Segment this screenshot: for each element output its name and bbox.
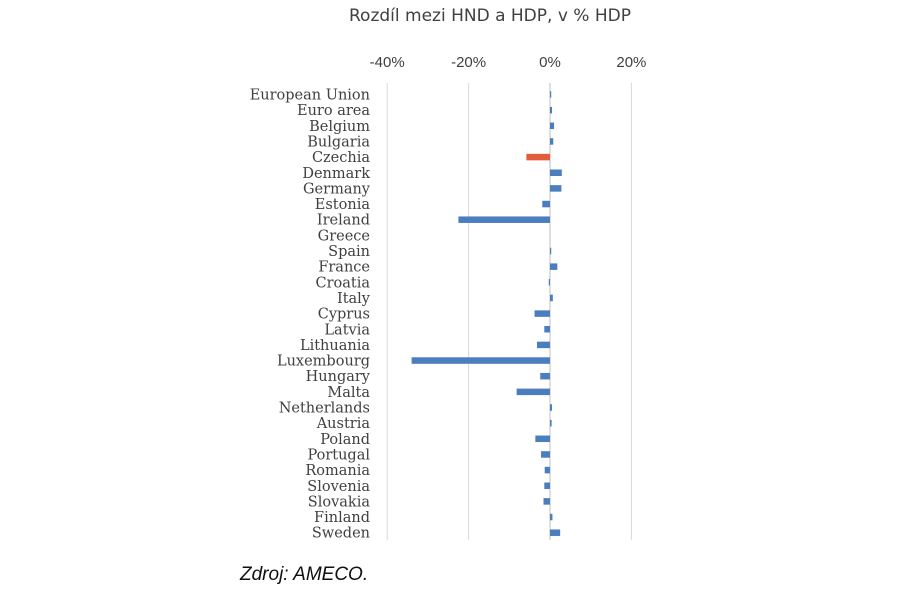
category-label: Estonia: [315, 197, 371, 213]
bar: [542, 200, 550, 208]
category-label: Luxembourg: [277, 354, 370, 370]
category-label: European Union: [250, 88, 370, 104]
category-label: Austria: [316, 416, 371, 432]
x-tick-label: 20%: [616, 54, 646, 71]
bar: [550, 106, 553, 114]
bar: [550, 169, 562, 176]
bar: [550, 138, 554, 145]
bar: [550, 404, 553, 411]
category-label: France: [318, 260, 370, 276]
bar: [550, 419, 552, 427]
bar: [550, 294, 553, 302]
category-label: Hungary: [306, 369, 371, 385]
bar: [543, 498, 550, 505]
category-label: Lithuania: [300, 338, 370, 354]
bar: [548, 279, 550, 286]
category-label: Slovakia: [308, 494, 371, 510]
x-tick-label: -40%: [370, 54, 405, 71]
bar: [535, 435, 550, 443]
bar: [541, 451, 550, 458]
bar: [550, 513, 553, 521]
category-label: Bulgaria: [307, 134, 370, 150]
bar: [550, 185, 562, 192]
x-tick-label: 0%: [539, 54, 561, 71]
bar: [526, 153, 550, 161]
category-label: Poland: [320, 432, 370, 448]
chart-title: Rozdíl mezi HND a HDP, v % HDP: [349, 6, 631, 26]
category-label: Italy: [337, 291, 371, 307]
bar: [540, 372, 550, 380]
category-label: Croatia: [315, 275, 370, 291]
bar: [544, 466, 550, 474]
category-label: Sweden: [312, 526, 370, 542]
category-label: Romania: [305, 463, 370, 479]
category-label: Ireland: [317, 213, 370, 229]
bar: [411, 357, 550, 364]
bar: [516, 388, 550, 396]
category-label: Latvia: [324, 322, 370, 338]
bar: [550, 263, 558, 270]
bar: [544, 326, 550, 333]
category-label: Spain: [328, 244, 370, 260]
bar: [550, 122, 555, 130]
category-label: Greece: [318, 228, 370, 244]
category-label: Slovenia: [307, 479, 370, 495]
category-label: Malta: [327, 385, 370, 401]
bar: [550, 91, 552, 98]
bar: [550, 529, 561, 536]
bar: [550, 247, 552, 255]
category-label: Euro area: [297, 103, 370, 119]
bar: [536, 341, 550, 349]
source-note: Zdroj: AMECO.: [240, 564, 369, 585]
category-label: Czechia: [312, 150, 370, 166]
bar: [544, 482, 550, 489]
category-label: Belgium: [309, 119, 370, 135]
category-label: Denmark: [302, 166, 370, 182]
category-label: Finland: [314, 510, 370, 526]
category-label: Cyprus: [318, 307, 370, 323]
category-label: Portugal: [307, 447, 370, 463]
category-label: Netherlands: [279, 401, 370, 417]
category-label: Germany: [303, 181, 371, 197]
bar: [534, 310, 550, 317]
bar: [458, 216, 550, 223]
x-tick-label: -20%: [451, 54, 486, 71]
